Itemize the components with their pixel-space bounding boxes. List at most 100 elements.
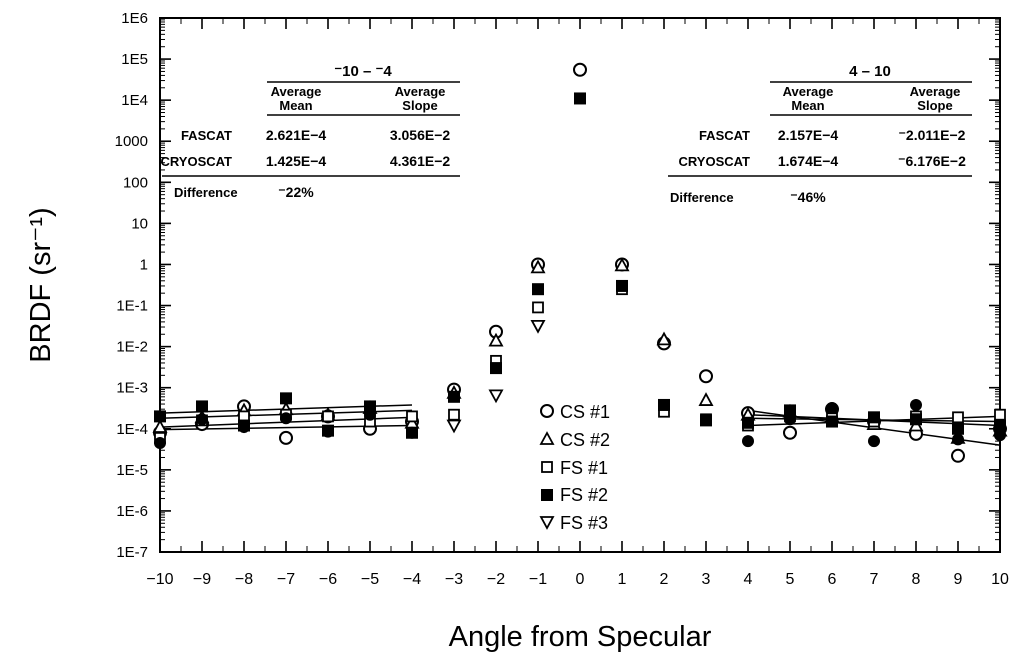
point-cs-2-9 (530, 259, 546, 274)
point-fs-3-1 (488, 389, 504, 404)
left-row2-mean: 1.425E−4 (266, 153, 327, 169)
point-fs-1-6 (406, 410, 418, 423)
left-col1-line1: Average (271, 84, 322, 99)
x-tick-label: 6 (828, 571, 837, 588)
right-stats-table: 4 – 10 Average Mean Average Slope FASCAT… (668, 63, 972, 205)
right-row1-slope: ⁻2.011E−2 (899, 127, 966, 143)
legend-marker-fs2 (541, 489, 553, 501)
point-filled-circle-13 (994, 429, 1006, 442)
legend-marker-fs1 (541, 461, 553, 473)
x-axis-label: Angle from Specular (449, 621, 712, 653)
x-tick-label: −7 (277, 571, 295, 588)
x-tick-label: 9 (954, 571, 963, 588)
x-tick-label: −8 (235, 571, 253, 588)
legend-label-fs1: FS #1 (560, 458, 608, 478)
x-tick-label: 5 (786, 571, 795, 588)
right-row2-mean: 1.674E−4 (778, 153, 839, 169)
point-filled-circle-12 (952, 433, 964, 446)
point-filled-circle-7 (742, 435, 754, 448)
point-fs-2-0 (154, 410, 166, 423)
legend-marker-cs1 (540, 404, 554, 418)
y-tick-label: 1E5 (121, 51, 148, 68)
x-tick-label: −3 (445, 571, 463, 588)
point-fs-2-8 (490, 362, 502, 375)
right-row1-label: FASCAT (699, 128, 750, 143)
x-tick-label: −2 (487, 571, 505, 588)
point-fs-2-18 (910, 413, 922, 426)
y-tick-label: 1E-6 (116, 503, 148, 520)
x-tick-label: 0 (576, 571, 585, 588)
y-tick-label: 1E6 (121, 10, 148, 27)
point-filled-circle-0 (154, 437, 166, 450)
point-fs-2-9 (532, 283, 544, 296)
point-fs-2-17 (868, 411, 880, 424)
legend-marker-cs2 (539, 431, 555, 445)
point-cs-1-15 (783, 425, 797, 440)
point-fs-2-3 (280, 392, 292, 405)
point-cs-2-8 (488, 332, 504, 347)
x-tick-label: −4 (403, 571, 421, 588)
point-filled-circle-4 (322, 425, 334, 438)
point-filled-circle-11 (910, 398, 922, 411)
point-fs-2-12 (658, 398, 670, 411)
right-row2-label: CRYOSCAT (679, 154, 751, 169)
left-col1-line2: Mean (279, 98, 312, 113)
legend-item-cs2: CS #2 (539, 430, 610, 450)
point-cs-1-19 (951, 448, 965, 463)
point-filled-circle-2 (238, 421, 250, 434)
left-row2-slope: 4.361E−2 (390, 153, 451, 169)
legend-label-cs1: CS #1 (560, 402, 610, 422)
point-fs-2-20 (994, 419, 1006, 432)
right-col2-line1: Average (910, 84, 961, 99)
y-tick-label: 1E4 (121, 92, 148, 109)
right-col1-line2: Mean (791, 98, 824, 113)
x-tick-label: −5 (361, 571, 379, 588)
point-fs-2-5 (364, 400, 376, 413)
legend-item-fs1: FS #1 (541, 458, 608, 478)
point-cs-1-3 (279, 430, 293, 445)
point-cs-1-10 (573, 62, 587, 77)
y-tick-label: 1E-5 (116, 462, 148, 479)
point-cs-2-12 (698, 392, 714, 406)
point-filled-circle-6 (406, 426, 418, 439)
point-fs-2-1 (196, 400, 208, 413)
x-tick-label: 10 (991, 571, 1009, 588)
y-tick-label: 1 (140, 256, 148, 273)
point-fs-2-7 (448, 390, 460, 403)
right-row2-slope: ⁻6.176E−2 (898, 153, 966, 169)
x-tick-label: −6 (319, 571, 337, 588)
y-tick-label: 10 (131, 215, 148, 232)
left-row1-label: FASCAT (181, 128, 232, 143)
point-fs-3-2 (530, 319, 546, 334)
left-row1-slope: 3.056E−2 (390, 127, 451, 143)
legend-label-fs2: FS #2 (560, 485, 608, 505)
point-filled-circle-9 (826, 402, 838, 415)
x-tick-label: 7 (870, 571, 879, 588)
x-tick-label: 8 (912, 571, 921, 588)
y-tick-label: 1E-2 (116, 339, 148, 356)
point-fs-1-7 (448, 408, 460, 421)
axis-ticks: 1E6 1E5 1E4 1000 10 0 10 1 1E-1 1E-2 1E-3 1E-4 1E-5 1… (115, 10, 1009, 588)
left-stats-table: ⁻10 – ⁻4 Average Mean Average Slope FASC… (161, 63, 460, 200)
y-tick-label: 1E-4 (116, 421, 148, 438)
x-tick-label: 4 (744, 571, 753, 588)
right-row1-mean: 2.157E−4 (778, 127, 839, 143)
point-fs-2-19 (952, 422, 964, 435)
y-tick-label: 1E-1 (116, 298, 148, 315)
x-tick-label: −1 (529, 571, 547, 588)
legend-label-cs2: CS #2 (560, 430, 610, 450)
left-diff-value: ⁻22% (278, 184, 314, 200)
x-tick-label: 3 (702, 571, 711, 588)
point-fs-3-0 (446, 419, 462, 434)
point-fs-2-10 (574, 92, 586, 105)
y-tick-label: 1000 (115, 133, 148, 150)
point-fs-1-18 (952, 411, 964, 424)
left-col2-line1: Average (395, 84, 446, 99)
point-cs-1-13 (699, 369, 713, 384)
point-fs-2-15 (784, 404, 796, 417)
point-fs-1-4 (322, 410, 334, 423)
point-cs-2-10 (614, 257, 630, 272)
y-tick-label: 1E-3 (116, 380, 148, 397)
right-col1-line1: Average (783, 84, 834, 99)
